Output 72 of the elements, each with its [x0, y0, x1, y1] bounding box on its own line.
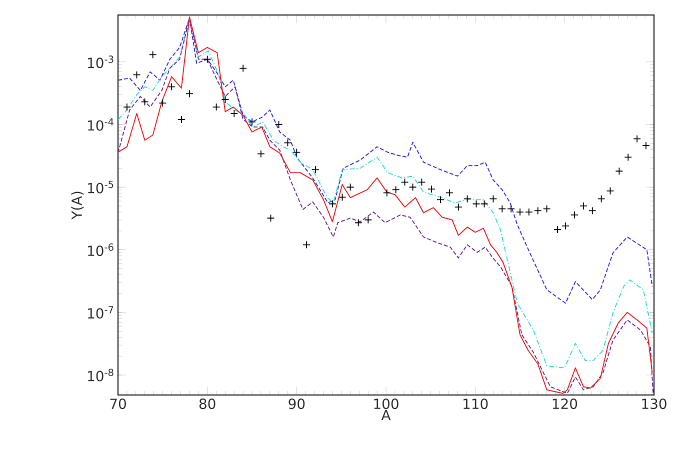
point — [212, 103, 220, 111]
point — [624, 153, 632, 162]
point — [168, 82, 176, 91]
point — [534, 206, 542, 215]
point — [418, 178, 426, 186]
point — [588, 206, 596, 215]
x-tick-label: 70 — [110, 398, 126, 410]
point — [328, 200, 336, 208]
point — [642, 142, 650, 150]
point — [338, 193, 346, 202]
point — [615, 167, 624, 176]
x-tick-label: 130 — [642, 398, 666, 410]
point — [274, 120, 283, 128]
point — [364, 216, 372, 224]
point — [382, 188, 391, 197]
point — [633, 134, 641, 143]
point — [570, 210, 578, 219]
point — [230, 110, 238, 118]
point — [266, 214, 275, 222]
point — [516, 208, 524, 216]
point — [542, 204, 551, 213]
point — [507, 204, 516, 213]
point — [606, 186, 614, 195]
point — [472, 200, 480, 208]
point — [132, 70, 141, 79]
point — [446, 188, 454, 197]
y-tick-label: 10$^{-5}$ — [88, 180, 114, 194]
point — [178, 116, 186, 124]
point — [579, 202, 588, 210]
point — [302, 240, 310, 249]
point — [148, 50, 157, 59]
point — [257, 150, 265, 158]
point — [158, 99, 167, 107]
y-tick-label: 10$^{-3}$ — [88, 56, 114, 68]
y-tick-label: 10$^{-7}$ — [88, 306, 114, 319]
point — [186, 90, 194, 98]
y-axis-title: Y(A) — [71, 192, 84, 220]
point — [408, 183, 417, 192]
point — [554, 226, 562, 234]
point — [311, 166, 320, 174]
point — [480, 200, 488, 208]
point — [239, 64, 248, 72]
point — [436, 196, 444, 204]
point — [562, 222, 570, 230]
point — [597, 194, 606, 203]
point — [454, 203, 462, 212]
y-tick-label: 10$^{-6}$ — [88, 243, 114, 256]
x-tick-label: 90 — [288, 398, 305, 410]
point — [346, 183, 354, 192]
point — [354, 218, 362, 227]
point — [525, 208, 533, 216]
point — [463, 194, 472, 203]
point — [284, 138, 292, 147]
point — [221, 96, 230, 104]
point — [392, 186, 400, 194]
x-tick-label: 100 — [374, 398, 398, 410]
x-axis-title: A — [381, 410, 391, 420]
point — [140, 98, 149, 106]
point — [292, 148, 301, 156]
y-tick-label: 10$^{-8}$ — [88, 368, 114, 382]
point — [428, 185, 436, 194]
y-tick-label: 10$^{-4}$ — [88, 118, 114, 131]
line-series — [118, 18, 653, 304]
point — [489, 194, 498, 203]
x-tick-label: 80 — [199, 398, 216, 410]
x-tick-label: 110 — [464, 398, 488, 410]
point — [203, 55, 212, 64]
point — [498, 204, 506, 213]
point — [400, 178, 409, 186]
point — [248, 118, 256, 126]
point — [123, 103, 131, 111]
x-tick-label: 120 — [552, 398, 578, 410]
